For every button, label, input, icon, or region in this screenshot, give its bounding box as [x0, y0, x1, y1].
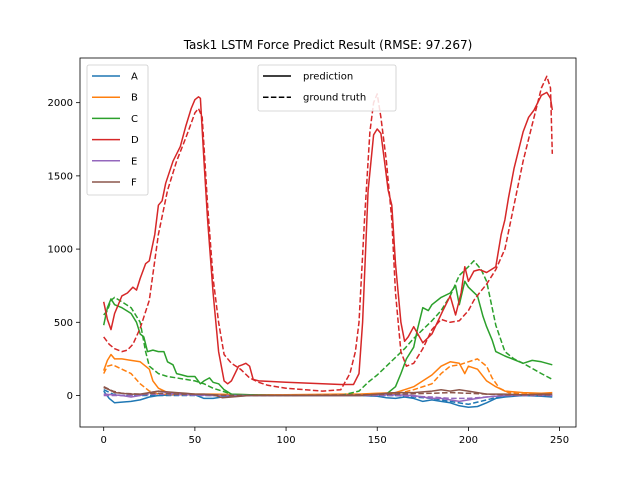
legend-style-label-prediction: prediction	[303, 72, 353, 83]
legend-label-b: B	[131, 93, 138, 104]
style-legend: prediction ground truth	[257, 64, 397, 112]
series-c-ground-truth-line	[103, 260, 553, 397]
style-legend-frame	[257, 64, 397, 112]
series-d-prediction-line	[102, 91, 554, 386]
chart-title: Task1 LSTM Force Predict Result (RMSE: 9…	[183, 38, 473, 52]
x-tick-label: 150	[368, 435, 387, 446]
y-tick-label: 2000	[48, 98, 73, 109]
x-axis: 0 50 100 150 200 250	[101, 427, 569, 446]
y-tick-label: 1000	[48, 245, 73, 256]
legend-label-a: A	[131, 72, 138, 83]
x-tick-label: 100	[277, 435, 296, 446]
y-tick-label: 500	[54, 318, 73, 329]
legend-label-e: E	[131, 156, 137, 167]
series-b-ground-truth-line	[103, 358, 553, 397]
legend-style-label-ground-truth: ground truth	[303, 93, 366, 104]
x-tick-label: 200	[459, 435, 478, 446]
x-tick-label: 0	[101, 435, 107, 446]
series-f-prediction-line	[103, 386, 553, 399]
series-layer	[102, 75, 554, 408]
y-tick-label: 1500	[48, 171, 73, 182]
series-d-ground-truth-line	[103, 75, 554, 392]
x-tick-label: 50	[189, 435, 202, 446]
series-a-prediction-line	[103, 390, 553, 408]
series-legend-frame	[86, 64, 149, 196]
legend-label-f: F	[131, 178, 137, 189]
y-axis: 0 500 1000 1500 2000	[48, 98, 80, 402]
legend-label-c: C	[131, 114, 138, 125]
legend-label-d: D	[131, 135, 139, 146]
y-tick-label: 0	[67, 391, 73, 402]
x-tick-label: 250	[550, 435, 569, 446]
plot-frame	[79, 57, 577, 428]
